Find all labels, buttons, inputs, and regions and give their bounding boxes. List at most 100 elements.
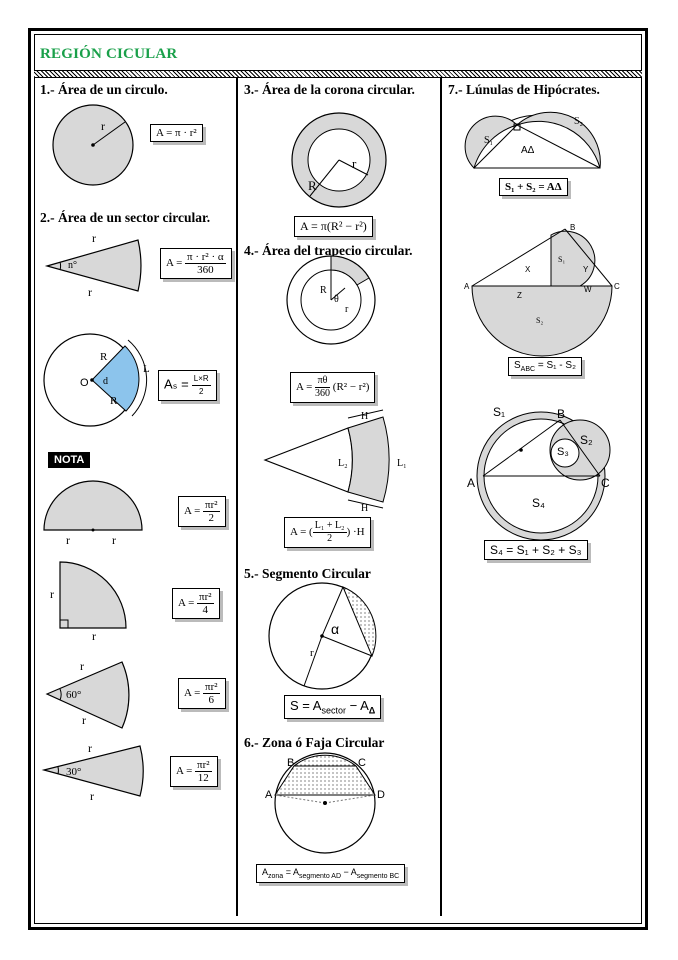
section-2-heading: 2.- Área de un sector circular. xyxy=(40,210,211,225)
formula-trap2-den: 2 xyxy=(327,533,333,544)
formula-lunula-3: S₄ = S₁ + S₂ + S₃ xyxy=(484,540,588,560)
formula-segment-end: − A xyxy=(345,698,369,713)
section-5-heading: 5.- Segmento Circular xyxy=(244,566,371,581)
s30-r1: r xyxy=(88,741,92,755)
outer-frame xyxy=(28,28,648,930)
half-r2: r xyxy=(112,533,116,547)
formula-half-num: πr² xyxy=(203,499,220,512)
formula-corona: A = π(R² − r²) xyxy=(294,216,373,237)
formula-sector2-den: 2 xyxy=(199,387,204,396)
zona-D: D xyxy=(377,789,385,801)
blue-R-top: R xyxy=(100,351,108,363)
formula-zona: Azona = Asegmento AD − Asegmento BC xyxy=(256,864,406,883)
formula-zona-sub: zona xyxy=(268,872,284,880)
quarter-circle-figure: r r xyxy=(50,561,127,643)
formula-trapecio-1: A = πθ 360 (R² − r²) xyxy=(290,372,376,403)
formula-zona-mid: = A xyxy=(283,867,299,877)
section-7-heading: 7.- Lúnulas de Hipócrates. xyxy=(448,82,600,97)
section-6-heading: 6.- Zona ó Faja Circular xyxy=(244,735,385,750)
corona-R: R xyxy=(308,178,317,193)
blue-R-bottom: R xyxy=(110,395,118,407)
sector-30-figure: 30° r r xyxy=(41,741,144,803)
zona-A: A xyxy=(265,789,273,801)
fan-L1: L₁ xyxy=(397,458,407,469)
formula-circle: A = π · r² xyxy=(150,124,203,142)
sector-r-bottom: r xyxy=(88,285,92,299)
formula-trap2-lhs: A = xyxy=(290,526,307,539)
fan-H-bottom: H xyxy=(361,503,368,514)
zona-C: C xyxy=(358,757,366,769)
sector-figure: n° r r xyxy=(44,231,142,299)
ring-theta: θ xyxy=(334,294,339,305)
lunula-2-figure: B A C X Y Z W S₁ S₂ xyxy=(464,223,620,357)
section-3-heading: 3.- Área de la corona circular. xyxy=(244,82,415,97)
lun3-A: A xyxy=(467,476,475,490)
half-r1: r xyxy=(66,533,70,547)
sector-r-top: r xyxy=(92,231,96,245)
ring-r: r xyxy=(345,304,349,315)
lun2-A: A xyxy=(464,282,470,291)
formula-sector2-num: L×R xyxy=(191,373,211,386)
formula-half-den: 2 xyxy=(208,512,215,524)
circle-figure: r xyxy=(52,104,134,186)
formula-half-lhs: A = xyxy=(184,505,201,518)
fan-L2: L₂ xyxy=(338,458,348,469)
angle-d: d xyxy=(103,376,108,387)
formula-quarter: A = πr² 4 xyxy=(172,588,220,619)
deg-60: 60° xyxy=(66,689,81,701)
lun3-S2: S₂ xyxy=(580,433,593,447)
formula-sixth-lhs: A = xyxy=(184,687,201,700)
ring-R: R xyxy=(320,285,327,296)
formula-sector-lhs: A = xyxy=(166,257,183,270)
formula-trap1-den: 360 xyxy=(315,388,331,399)
formula-trapecio-2: A = (L₁ + L₂ 2) ·H xyxy=(284,517,371,548)
formula-trap1-lhs: A = xyxy=(296,381,313,394)
formula-segment: S = Asector − AΔ xyxy=(284,695,382,719)
formula-zona-lhs: A xyxy=(262,867,269,877)
page-title: REGIÓN CICULAR xyxy=(40,46,178,62)
formula-twelfth: A = πr² 12 xyxy=(170,756,218,787)
lun2-Y: Y xyxy=(583,265,589,274)
formula-trap2-num: L₁ + L₂ xyxy=(312,520,347,533)
formula-twelfth-den: 12 xyxy=(197,772,209,784)
formula-twelfth-lhs: A = xyxy=(176,765,193,778)
formula-quarter-den: 4 xyxy=(202,604,209,616)
formula-trap2-rest: ·H xyxy=(352,526,365,539)
lunula-3-figure: S₁ B S₂ S₃ A C S₄ xyxy=(467,405,611,541)
inner-frame xyxy=(34,34,642,924)
formula-lunula2-lhs: S xyxy=(514,360,521,371)
lunula-1-figure: S₁ S₂ AΔ xyxy=(464,111,601,169)
s30-r2: r xyxy=(90,789,94,803)
formula-trap1-num: πθ xyxy=(315,375,331,388)
section-1-heading: 1.- Área de un circulo. xyxy=(40,82,168,97)
formula-lunula-1: S₁ + S₂ = AΔ xyxy=(499,178,568,196)
formula-zona-sub3: segmento BC xyxy=(356,872,400,880)
s60-r1: r xyxy=(80,659,84,673)
lun2-W: W xyxy=(584,285,592,294)
formula-lunula2-sub: ABC xyxy=(520,366,536,373)
formula-segment-lhs: S = A xyxy=(290,698,322,713)
sector-angle-label: n° xyxy=(68,260,77,271)
formula-zona-mid2: − A xyxy=(341,867,357,877)
lun3-B: B xyxy=(557,407,565,421)
section-4-heading: 4.- Área del trapecio circular. xyxy=(244,243,413,258)
formula-quarter-lhs: A = xyxy=(178,597,195,610)
formula-segment-sub: sector xyxy=(321,705,346,716)
formula-sector-LR: Aₛ = L×R 2 xyxy=(158,370,217,401)
formula-twelfth-num: πr² xyxy=(195,759,212,772)
deg-30: 30° xyxy=(66,766,81,778)
half-circle-figure: r r xyxy=(43,480,143,547)
s60-r2: r xyxy=(82,713,86,727)
formula-trap1-rest: (R² − r²) xyxy=(332,381,370,394)
quarter-r2: r xyxy=(92,629,96,643)
formula-lunula-2: SABC = S₁ - S₂ xyxy=(508,357,582,376)
formula-sixth: A = πr² 6 xyxy=(178,678,226,709)
formula-half: A = πr² 2 xyxy=(178,496,226,527)
corona-figure: r R xyxy=(291,112,387,208)
lun2-X: X xyxy=(525,265,531,274)
trapecio-fan-figure: H H L₂ L₁ xyxy=(263,409,407,514)
lun2-S2: S₂ xyxy=(536,316,543,325)
zona-figure: B C A D xyxy=(265,752,385,854)
formula-zona-sub2: segmento AD xyxy=(298,872,341,880)
